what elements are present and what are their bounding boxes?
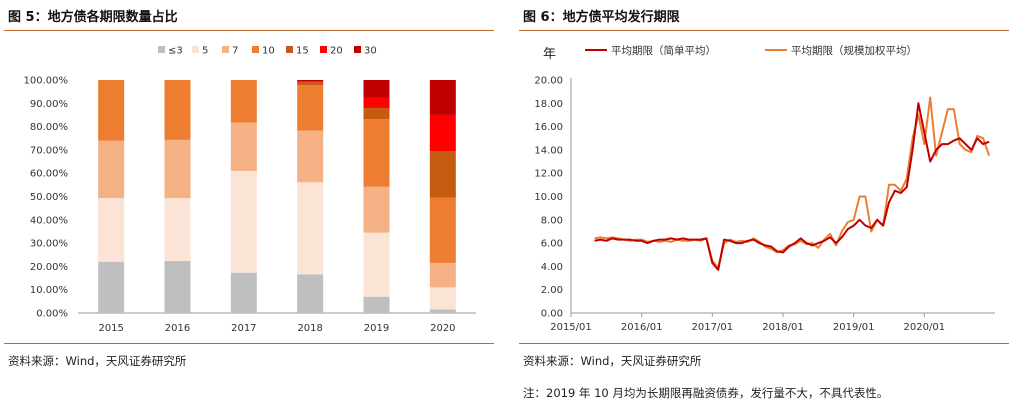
right-top-rule — [519, 30, 1009, 31]
series-line-1 — [594, 96, 991, 269]
y-tick-label: 100.00% — [24, 76, 69, 87]
bar-segment — [429, 262, 456, 288]
series-line-0 — [594, 102, 990, 271]
y-tick-label: 60.00% — [30, 169, 68, 180]
x-tick-label: 2016 — [165, 323, 190, 334]
bar-segment — [297, 82, 324, 86]
y-tick-label: 30.00% — [30, 239, 68, 250]
bar-segment — [363, 107, 390, 120]
y-tick-label: 50.00% — [30, 192, 68, 203]
bar-segment — [429, 151, 456, 198]
left-top-rule — [4, 30, 494, 31]
x-tick-label: 2020 — [430, 323, 455, 334]
legend-label-3: 10 — [262, 46, 275, 57]
y-tick-label: 20.00% — [30, 262, 68, 273]
bar-segment — [429, 197, 456, 263]
bar-segment — [363, 97, 390, 108]
bar-segment — [363, 119, 390, 187]
legend-label-6: 30 — [364, 46, 377, 57]
bar-segment — [98, 140, 125, 199]
bar-segment — [164, 261, 191, 313]
bar-segment — [363, 296, 390, 313]
bar-segment — [429, 287, 456, 310]
bar-segment — [297, 85, 324, 131]
bar-segment — [230, 122, 257, 171]
bar-segment — [429, 114, 456, 152]
bar-segment — [297, 130, 324, 183]
x-tick-label: 2020/01 — [904, 322, 946, 333]
y-axis-title: 年 — [543, 47, 556, 62]
legend-label-1: 5 — [202, 46, 208, 57]
left-chart-title: 图 5：地方债各期限数量占比 — [8, 10, 178, 25]
y-tick-label: 40.00% — [30, 215, 68, 226]
y-tick-label: 4.00 — [541, 262, 563, 273]
y-tick-label: 16.00 — [534, 122, 563, 133]
legend-swatch-2 — [222, 46, 229, 53]
y-tick-label: 8.00 — [541, 215, 563, 226]
x-tick-label: 2019 — [364, 323, 389, 334]
stacked-bar-chart: ≤3 5 7 10 15 20 30 0.00% 10.00% 20.00% 30.00% 40.00… — [24, 46, 476, 334]
y-tick-label: 80.00% — [30, 122, 68, 133]
y-tick-label: 20.00 — [534, 76, 563, 87]
x-tick-label: 2018/01 — [762, 322, 804, 333]
legend-label-4: 15 — [296, 46, 309, 57]
x-tick-label: 2017/01 — [692, 322, 734, 333]
x-tick-label: 2019/01 — [833, 322, 875, 333]
bar-segment — [297, 182, 324, 275]
y-tick-label: 14.00 — [534, 145, 563, 156]
legend-label-1: 平均期限（规模加权平均） — [791, 44, 917, 57]
right-source-text: 资料来源：Wind，天风证券研究所 — [523, 354, 702, 368]
y-tick-label: 70.00% — [30, 145, 68, 156]
legend-swatch-5 — [320, 46, 327, 53]
legend-label-5: 20 — [330, 46, 343, 57]
bar-segment — [98, 80, 125, 141]
bar-segment — [297, 274, 324, 313]
y-tick-label: 0.00 — [541, 309, 563, 320]
legend-swatch-0 — [158, 46, 165, 53]
x-tick-label: 2015 — [98, 323, 123, 334]
bar-segment — [363, 232, 390, 297]
right-panel: 图 6：地方债平均发行期限 年 平均期限（简单平均） 平均期限（规模加权平均） 0.0… — [515, 0, 1015, 407]
legend-swatch-1 — [192, 46, 199, 53]
bar-segment — [230, 272, 257, 313]
bar-segment — [297, 81, 324, 83]
legend-label-0: ≤3 — [168, 46, 183, 57]
legend-swatch-4 — [286, 46, 293, 53]
legend-swatch-3 — [252, 46, 259, 53]
legend-label-0: 平均期限（简单平均） — [611, 44, 716, 57]
legend-label-2: 7 — [232, 46, 238, 57]
left-source-text: 资料来源：Wind，天风证券研究所 — [8, 354, 187, 368]
bar-segment — [363, 186, 390, 233]
y-tick-label: 6.00 — [541, 239, 563, 250]
y-tick-label: 0.00% — [36, 309, 68, 320]
right-chart-title: 图 6：地方债平均发行期限 — [523, 10, 680, 25]
line-chart: 年 平均期限（简单平均） 平均期限（规模加权平均） 0.00 2.00 4.00 6.00 8… — [534, 44, 995, 333]
right-bottom-rule — [519, 343, 1009, 344]
y-tick-label: 10.00% — [30, 285, 68, 296]
bar-segment — [98, 198, 125, 262]
bar-segment — [164, 198, 191, 262]
legend-swatch-6 — [354, 46, 361, 53]
y-tick-label: 18.00 — [534, 99, 563, 110]
bar-segment — [297, 80, 324, 82]
y-tick-label: 90.00% — [30, 99, 68, 110]
bar-segment — [98, 261, 125, 313]
x-tick-label: 2015/01 — [550, 322, 592, 333]
x-tick-label: 2017 — [231, 323, 256, 334]
bar-segment — [164, 80, 191, 140]
left-bottom-rule — [4, 343, 494, 344]
x-tick-label: 2018 — [297, 323, 322, 334]
bar-segment — [429, 80, 456, 115]
bar-segment — [230, 80, 257, 123]
bar-segment — [230, 170, 257, 273]
x-tick-label: 2016/01 — [621, 322, 663, 333]
bar-segment — [363, 80, 390, 98]
y-tick-label: 2.00 — [541, 285, 563, 296]
bar-segment — [429, 309, 456, 313]
y-tick-label: 10.00 — [534, 192, 563, 203]
right-note-text: 注：2019 年 10 月均为长期限再融资债券，发行量不大，不具代表性。 — [523, 386, 889, 400]
bar-segment — [164, 139, 191, 199]
left-panel: 图 5：地方债各期限数量占比 ≤3 5 7 10 15 20 30 0.00% 10.00% 20… — [0, 0, 500, 407]
y-tick-label: 12.00 — [534, 169, 563, 180]
